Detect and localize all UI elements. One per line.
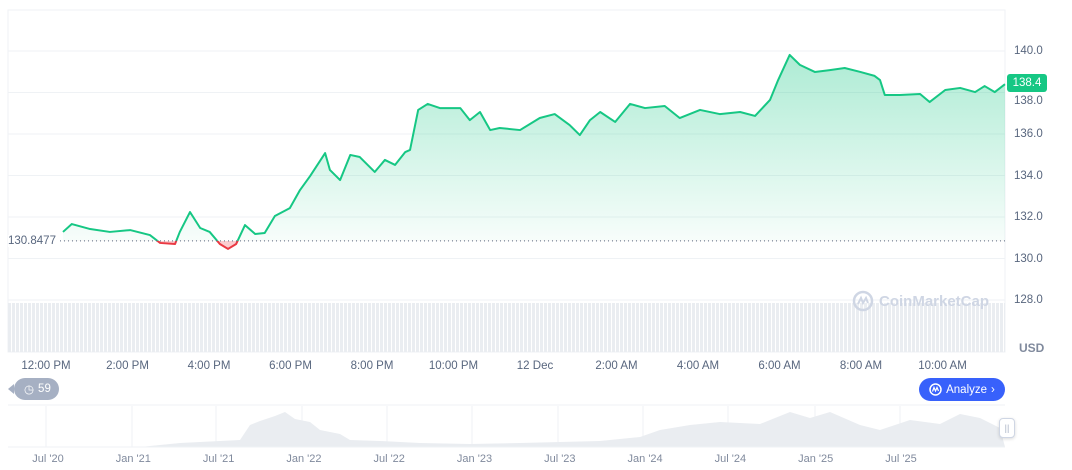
y-tick-label: 136.0 bbox=[1014, 128, 1043, 140]
y-tick-label: 128.0 bbox=[1014, 294, 1043, 306]
navigator-tick-label: Jan '21 bbox=[115, 453, 151, 465]
current-price-tag: 138.4 bbox=[1007, 74, 1047, 92]
navigator-tick-label: Jul '25 bbox=[885, 453, 917, 465]
navigator-tick-label: Jul '20 bbox=[32, 453, 64, 465]
chevron-right-icon: › bbox=[991, 383, 995, 396]
volume-bars bbox=[8, 303, 1005, 352]
baseline-price-label: 130.8477 bbox=[8, 235, 58, 247]
navigator-tick-label: Jul '23 bbox=[544, 453, 576, 465]
currency-label: USD bbox=[1019, 341, 1045, 355]
y-tick-label: 130.0 bbox=[1014, 252, 1043, 265]
y-tick-label: 138.0 bbox=[1014, 95, 1043, 107]
x-tick-label: 6:00 AM bbox=[758, 360, 801, 372]
navigator-tick-label: Jan '23 bbox=[456, 453, 493, 465]
analyze-label: Analyze bbox=[946, 383, 988, 396]
x-tick-label: 6:00 PM bbox=[269, 360, 312, 372]
x-tick-label: 4:00 AM bbox=[676, 360, 720, 372]
y-tick-label: 134.0 bbox=[1014, 169, 1043, 182]
coinmarketcap-logo-icon bbox=[852, 290, 874, 312]
x-tick-label: 10:00 PM bbox=[428, 360, 479, 372]
navigator-drag-handle[interactable]: || bbox=[999, 418, 1015, 438]
y-tick-label: 140.0 bbox=[1014, 45, 1043, 57]
history-count: 59 bbox=[38, 383, 51, 395]
y-tick-label: 132.0 bbox=[1014, 211, 1043, 223]
navigator-tick-label: Jul '22 bbox=[373, 453, 405, 465]
price-line-up bbox=[62, 53, 1006, 241]
navigator-tick-label: Jan '22 bbox=[286, 453, 322, 465]
price-line-down bbox=[155, 240, 239, 250]
x-tick-label: 8:00 AM bbox=[839, 360, 883, 372]
x-tick-label: 8:00 PM bbox=[350, 360, 394, 372]
history-clock-icon: ◷ bbox=[24, 384, 35, 396]
x-tick-label: 12:00 PM bbox=[21, 360, 71, 372]
watermark-text: CoinMarketCap bbox=[879, 292, 990, 310]
history-badge[interactable]: ◷ 59 bbox=[8, 378, 59, 400]
x-tick-label: 12 Dec bbox=[516, 360, 554, 372]
x-tick-label: 10:00 AM bbox=[918, 360, 967, 372]
navigator-tick-label: Jul '24 bbox=[714, 453, 747, 465]
coinmarketcap-watermark: CoinMarketCap bbox=[852, 290, 989, 312]
x-tick-label: 4:00 PM bbox=[187, 360, 231, 372]
navigator-tick-label: Jan '25 bbox=[798, 453, 834, 465]
area-above-baseline bbox=[62, 54, 1005, 241]
x-tick-label: 2:00 AM bbox=[595, 360, 638, 372]
price-series bbox=[62, 53, 1006, 250]
navigator-tick-label: Jul '21 bbox=[202, 453, 235, 465]
analyze-button[interactable]: Analyze › bbox=[919, 378, 1005, 401]
x-tick-label: 2:00 PM bbox=[106, 360, 149, 372]
navigator-tick-label: Jan '24 bbox=[627, 453, 663, 465]
coinmarketcap-logo-icon bbox=[929, 383, 942, 396]
navigator-area bbox=[8, 412, 1005, 447]
